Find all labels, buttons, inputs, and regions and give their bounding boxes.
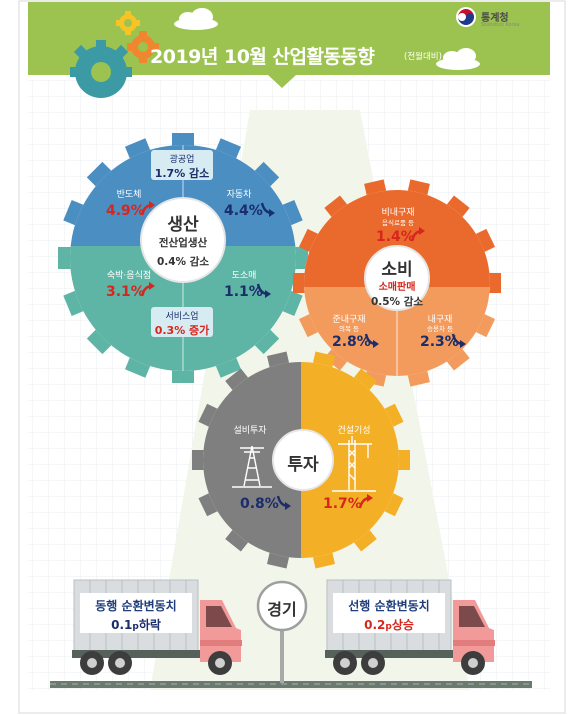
gear-icon [116, 11, 140, 35]
investment-title: 투자 [287, 455, 319, 475]
nondurable-value: 1.4% [376, 229, 415, 245]
economy-sign [256, 580, 308, 632]
gear-tooth [381, 491, 404, 517]
brand-name: 통계청 [481, 13, 509, 24]
gear-tooth [444, 346, 470, 371]
gear-tooth [324, 346, 350, 371]
coincident-change: 하락 [138, 618, 161, 632]
taegeuk-logo-icon [456, 7, 476, 27]
gear-tooth [292, 247, 308, 269]
auto-label: 자동차 [226, 190, 252, 200]
coincident-result: 0.1p하락 [111, 614, 161, 633]
durable-sublabel: 승용차 등 [427, 325, 453, 333]
gear-tooth [351, 368, 377, 393]
gear-tooth [472, 312, 496, 338]
construction-value: 1.7% [323, 496, 362, 512]
gear-tooth [225, 527, 251, 552]
production-value: 0.4% 감소 [156, 256, 210, 268]
page-subtitle: (전월대비) [404, 52, 442, 62]
mining-label: 광공업 [169, 155, 195, 165]
nondurable-label: 비내구재 [381, 208, 415, 218]
facility-value: 0.8% [240, 496, 279, 512]
gear-tooth [225, 368, 251, 393]
consumption-title: 소비 [381, 260, 413, 280]
arrow-down-head-icon [460, 340, 466, 348]
crane-icon [332, 436, 376, 492]
production-subtitle: 전산업생산 [158, 237, 208, 249]
gear-tooth [324, 195, 350, 220]
gear-tooth [252, 327, 280, 355]
gear-tooth [58, 247, 74, 269]
wholesale-value: 1.1% [224, 284, 263, 300]
consumption-value: 0.5% 감소 [370, 296, 424, 308]
service-label: 서비스업 [165, 312, 199, 322]
coincident-unit: p [132, 622, 139, 632]
gear-tooth [172, 133, 194, 149]
facility-label: 설비투자 [233, 426, 267, 436]
durable-label: 내구재 [427, 315, 453, 325]
gear-tooth [444, 195, 470, 220]
arrow-up-head-icon [367, 494, 373, 502]
economy-sign-label: 경기 [267, 600, 297, 619]
gear-tooth [198, 491, 221, 517]
arrow-down-head-icon [373, 340, 379, 348]
arrow-down-head-icon [285, 502, 291, 510]
construction-label: 건설기성 [337, 426, 371, 436]
page-title: 2019년 10월 산업활동동향 [150, 46, 375, 68]
cloud-icon [174, 8, 480, 70]
gear-tooth [86, 327, 114, 355]
semidurable-label: 준내구재 [332, 315, 366, 325]
semidurable-value: 2.8% [332, 334, 371, 350]
gear-tooth [172, 367, 194, 383]
nondurable-sublabel: 음식료품 등 [382, 219, 414, 227]
gear-tooth [472, 228, 496, 254]
coincident-title: 동행 순환변동치 [95, 599, 177, 613]
consumption-subtitle: 소매판매 [378, 282, 416, 293]
lodging-value: 3.1% [106, 284, 145, 300]
arrow-down-head-icon [265, 290, 271, 298]
arrow-up-head-icon [149, 282, 155, 290]
gear-tooth [298, 228, 322, 254]
mining-value: 1.7% 감소 [154, 167, 210, 180]
production-center [140, 197, 226, 283]
production-title: 생산 [167, 215, 199, 235]
service-value: 0.3% 증가 [154, 324, 210, 337]
gear-tooth [351, 527, 377, 552]
arrow-up-head-icon [419, 227, 425, 235]
leading-title: 선행 순환변동치 [348, 599, 430, 613]
gear-icon [127, 31, 159, 63]
consumption-center [364, 245, 430, 311]
truck-icon [325, 579, 495, 675]
truck-icon [72, 579, 242, 675]
leading-result: 0.2p상승 [364, 614, 414, 633]
leading-unit: p [385, 622, 392, 632]
road [50, 681, 532, 688]
gear-tooth [381, 403, 404, 429]
coincident-value: 0.1 [111, 618, 133, 632]
wholesale-label: 도소매 [231, 271, 257, 281]
semiconductor-value: 4.9% [106, 203, 145, 219]
leading-value: 0.2 [364, 618, 386, 632]
brand-subtitle: Statistics Korea [481, 22, 520, 28]
semiconductor-label: 반도체 [116, 190, 142, 200]
arrow-up-head-icon [149, 201, 155, 209]
lodging-label: 숙박·음식점 [106, 271, 152, 281]
durable-value: 2.3% [420, 334, 459, 350]
auto-value: 4.4% [224, 203, 263, 219]
gear-tooth [252, 161, 280, 189]
semidurable-sublabel: 의복 등 [338, 325, 360, 333]
leading-change: 상승 [391, 618, 414, 632]
gear-tooth [298, 312, 322, 338]
arrow-down-head-icon [269, 209, 275, 217]
gear-tooth [198, 403, 221, 429]
investment-center [272, 429, 334, 491]
gear-tooth [86, 161, 114, 189]
transmission-tower-icon [232, 445, 272, 488]
